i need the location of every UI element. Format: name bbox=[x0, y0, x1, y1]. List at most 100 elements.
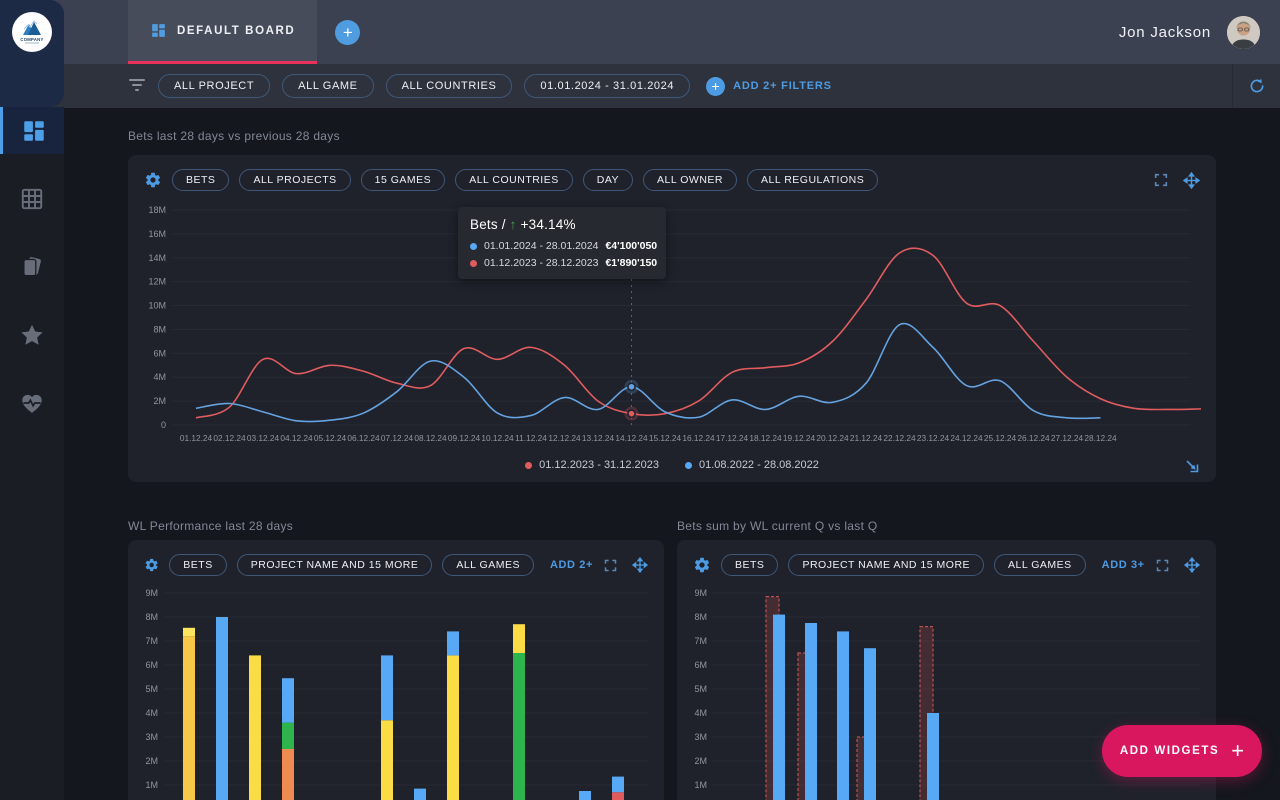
filter-bar: ALL PROJECT ALL GAME ALL COUNTRIES 01.01… bbox=[64, 64, 1280, 108]
topbar: DEFAULT BOARD + Jon Jackson bbox=[64, 0, 1280, 64]
svg-text:20.12.24: 20.12.24 bbox=[816, 433, 849, 443]
svg-text:1M: 1M bbox=[694, 780, 707, 790]
svg-text:6M: 6M bbox=[694, 660, 707, 670]
move-icon[interactable] bbox=[1183, 172, 1200, 189]
widget-pill-bets[interactable]: BETS bbox=[172, 169, 229, 191]
svg-text:4M: 4M bbox=[694, 708, 707, 718]
filter-icon[interactable] bbox=[128, 79, 146, 93]
tooltip-title: Bets / ↑ +34.14% bbox=[470, 217, 652, 232]
widget-pill-bets[interactable]: BETS bbox=[721, 554, 778, 576]
bets-line-chart: 02M4M6M8M10M12M14M16M18M01.12.2402.12.24… bbox=[128, 155, 1216, 482]
tab-label: DEFAULT BOARD bbox=[177, 25, 295, 37]
svg-text:04.12.24: 04.12.24 bbox=[280, 433, 313, 443]
svg-text:05.12.24: 05.12.24 bbox=[314, 433, 347, 443]
legend-item-previous[interactable]: 01.12.2023 - 31.12.2023 bbox=[525, 459, 659, 471]
widget-pill-projects[interactable]: PROJECT NAME AND 15 MORE bbox=[237, 554, 433, 576]
export-corner-icon[interactable] bbox=[1183, 457, 1201, 475]
sidebar-item-health[interactable] bbox=[0, 379, 64, 426]
svg-text:19.12.24: 19.12.24 bbox=[783, 433, 816, 443]
add-filters-link[interactable]: ADD 3+ bbox=[1102, 559, 1145, 571]
sidebar-item-cards[interactable] bbox=[0, 243, 64, 290]
svg-text:03.12.24: 03.12.24 bbox=[247, 433, 280, 443]
widget-pill-day[interactable]: DAY bbox=[583, 169, 633, 191]
filter-pill-daterange[interactable]: 01.01.2024 - 31.01.2024 bbox=[524, 74, 690, 98]
company-logo[interactable]: COMPANY bbox=[12, 12, 52, 52]
svg-text:4M: 4M bbox=[145, 708, 158, 718]
widget-pill-regulations[interactable]: ALL REGULATIONS bbox=[747, 169, 878, 191]
svg-text:3M: 3M bbox=[694, 732, 707, 742]
widget-pill-projects[interactable]: PROJECT NAME AND 15 MORE bbox=[788, 554, 984, 576]
svg-text:27.12.24: 27.12.24 bbox=[1051, 433, 1084, 443]
add-filters-button[interactable]: + ADD 2+ FILTERS bbox=[706, 77, 832, 96]
svg-text:01.12.24: 01.12.24 bbox=[180, 433, 213, 443]
svg-text:5M: 5M bbox=[694, 684, 707, 694]
series-dot-blue bbox=[470, 243, 477, 250]
svg-text:09.12.24: 09.12.24 bbox=[448, 433, 481, 443]
widget-pill-games[interactable]: 15 GAMES bbox=[361, 169, 446, 191]
svg-text:26.12.24: 26.12.24 bbox=[1017, 433, 1050, 443]
company-logo-icon: COMPANY bbox=[15, 15, 49, 49]
user-menu[interactable]: Jon Jackson bbox=[1119, 16, 1260, 49]
star-icon bbox=[19, 322, 45, 348]
settings-gear-icon[interactable] bbox=[144, 171, 162, 189]
svg-text:13.12.24: 13.12.24 bbox=[582, 433, 615, 443]
widget-pill-bets[interactable]: BETS bbox=[169, 554, 226, 576]
tab-default-board[interactable]: DEFAULT BOARD bbox=[128, 0, 317, 64]
svg-text:7M: 7M bbox=[694, 636, 707, 646]
board-tab-icon bbox=[150, 22, 167, 39]
widget-wl-performance: 9M8M7M6M5M4M3M2M1M BETS PROJECT NAME AND… bbox=[128, 540, 664, 800]
svg-text:2M: 2M bbox=[145, 756, 158, 766]
svg-text:10M: 10M bbox=[148, 301, 166, 311]
avatar bbox=[1227, 16, 1260, 49]
svg-text:15.12.24: 15.12.24 bbox=[649, 433, 682, 443]
sidebar-item-tables[interactable] bbox=[0, 175, 64, 222]
avatar-image bbox=[1227, 16, 1260, 49]
widget-pill-projects[interactable]: ALL PROJECTS bbox=[239, 169, 350, 191]
svg-text:22.12.24: 22.12.24 bbox=[883, 433, 916, 443]
sidebar-item-dashboard[interactable] bbox=[0, 107, 64, 154]
svg-text:16.12.24: 16.12.24 bbox=[682, 433, 715, 443]
svg-text:6M: 6M bbox=[145, 660, 158, 670]
svg-text:18M: 18M bbox=[148, 205, 166, 215]
svg-text:4M: 4M bbox=[153, 372, 166, 382]
svg-text:28.12.24: 28.12.24 bbox=[1084, 433, 1117, 443]
trend-up-icon: ↑ bbox=[510, 217, 517, 232]
widget-actions bbox=[603, 557, 648, 573]
fullscreen-icon[interactable] bbox=[1155, 558, 1170, 573]
add-filters-link[interactable]: ADD 2+ bbox=[550, 559, 593, 571]
widget-pill-owner[interactable]: ALL OWNER bbox=[643, 169, 737, 191]
fullscreen-icon[interactable] bbox=[603, 558, 618, 573]
add-widgets-button[interactable]: ADD WIDGETS + bbox=[1102, 725, 1262, 777]
sidebar-item-favorites[interactable] bbox=[0, 311, 64, 358]
user-name: Jon Jackson bbox=[1119, 24, 1211, 41]
refresh-button[interactable] bbox=[1232, 64, 1280, 108]
sidebar: COMPANY bbox=[0, 0, 64, 800]
svg-text:8M: 8M bbox=[153, 324, 166, 334]
fullscreen-icon[interactable] bbox=[1153, 172, 1169, 188]
svg-text:08.12.24: 08.12.24 bbox=[414, 433, 447, 443]
svg-text:2M: 2M bbox=[694, 756, 707, 766]
filter-pill-game[interactable]: ALL GAME bbox=[282, 74, 373, 98]
svg-text:12.12.24: 12.12.24 bbox=[548, 433, 581, 443]
widget-actions bbox=[1155, 557, 1200, 573]
filter-pill-countries[interactable]: ALL COUNTRIES bbox=[386, 74, 513, 98]
add-board-button[interactable]: + bbox=[335, 20, 360, 45]
settings-gear-icon[interactable] bbox=[144, 556, 159, 574]
sidebar-nav bbox=[0, 107, 64, 426]
sidebar-header: COMPANY bbox=[0, 0, 64, 107]
tooltip-row-current: 01.01.2024 - 28.01.2024 €4'100'050 bbox=[470, 240, 652, 252]
svg-text:0: 0 bbox=[161, 420, 166, 430]
move-icon[interactable] bbox=[632, 557, 648, 573]
svg-text:8M: 8M bbox=[145, 612, 158, 622]
sidebar-header-panel: COMPANY bbox=[0, 0, 64, 107]
settings-gear-icon[interactable] bbox=[693, 556, 711, 574]
svg-text:06.12.24: 06.12.24 bbox=[347, 433, 380, 443]
series-dot-red bbox=[470, 260, 477, 267]
move-icon[interactable] bbox=[1184, 557, 1200, 573]
legend-dot-red bbox=[525, 462, 532, 469]
widget-pill-countries[interactable]: ALL COUNTRIES bbox=[455, 169, 573, 191]
filter-pill-project[interactable]: ALL PROJECT bbox=[158, 74, 270, 98]
widget-pill-games[interactable]: ALL GAMES bbox=[994, 554, 1086, 576]
widget-pill-games[interactable]: ALL GAMES bbox=[442, 554, 534, 576]
legend-item-current[interactable]: 01.08.2022 - 28.08.2022 bbox=[685, 459, 819, 471]
